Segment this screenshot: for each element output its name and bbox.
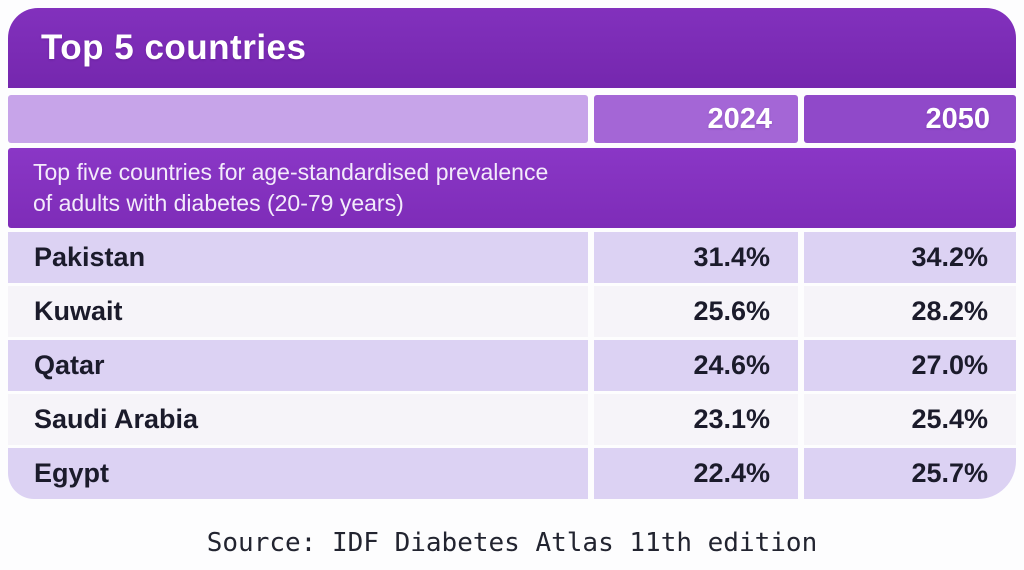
- table-row-saudi-arabia: Saudi Arabia 23.1% 25.4%: [8, 394, 1016, 445]
- table-subtitle: Top five countries for age-standardised …: [8, 148, 1016, 228]
- country-name: Qatar: [8, 340, 588, 391]
- country-name: Saudi Arabia: [8, 394, 588, 445]
- value-2024: 24.6%: [594, 340, 798, 391]
- top5-countries-table: Top 5 countries 2024 2050 Top five count…: [8, 8, 1016, 502]
- table-row-egypt: Egypt 22.4% 25.7%: [8, 448, 1016, 499]
- country-name: Egypt: [8, 448, 588, 499]
- value-2050: 27.0%: [804, 340, 1016, 391]
- column-header-2024: 2024: [594, 95, 798, 143]
- table-row-qatar: Qatar 24.6% 27.0%: [8, 340, 1016, 391]
- country-name: Pakistan: [8, 232, 588, 283]
- column-header-2050: 2050: [804, 95, 1016, 143]
- column-header-row: 2024 2050: [8, 95, 1016, 143]
- value-2050: 25.7%: [804, 448, 1016, 499]
- value-2024: 22.4%: [594, 448, 798, 499]
- table-subtitle-line2: of adults with diabetes (20-79 years): [33, 190, 404, 216]
- value-2050: 34.2%: [804, 232, 1016, 283]
- value-2024: 23.1%: [594, 394, 798, 445]
- column-header-country: [8, 95, 588, 143]
- table-subtitle-line1: Top five countries for age-standardised …: [33, 159, 549, 185]
- source-attribution: Source: IDF Diabetes Atlas 11th edition: [206, 528, 818, 558]
- value-2050: 25.4%: [804, 394, 1016, 445]
- value-2024: 25.6%: [594, 286, 798, 337]
- page-title: Top 5 countries: [8, 8, 1016, 88]
- table-row-pakistan: Pakistan 31.4% 34.2%: [8, 232, 1016, 283]
- value-2050: 28.2%: [804, 286, 1016, 337]
- value-2024: 31.4%: [594, 232, 798, 283]
- country-name: Kuwait: [8, 286, 588, 337]
- table-row-kuwait: Kuwait 25.6% 28.2%: [8, 286, 1016, 337]
